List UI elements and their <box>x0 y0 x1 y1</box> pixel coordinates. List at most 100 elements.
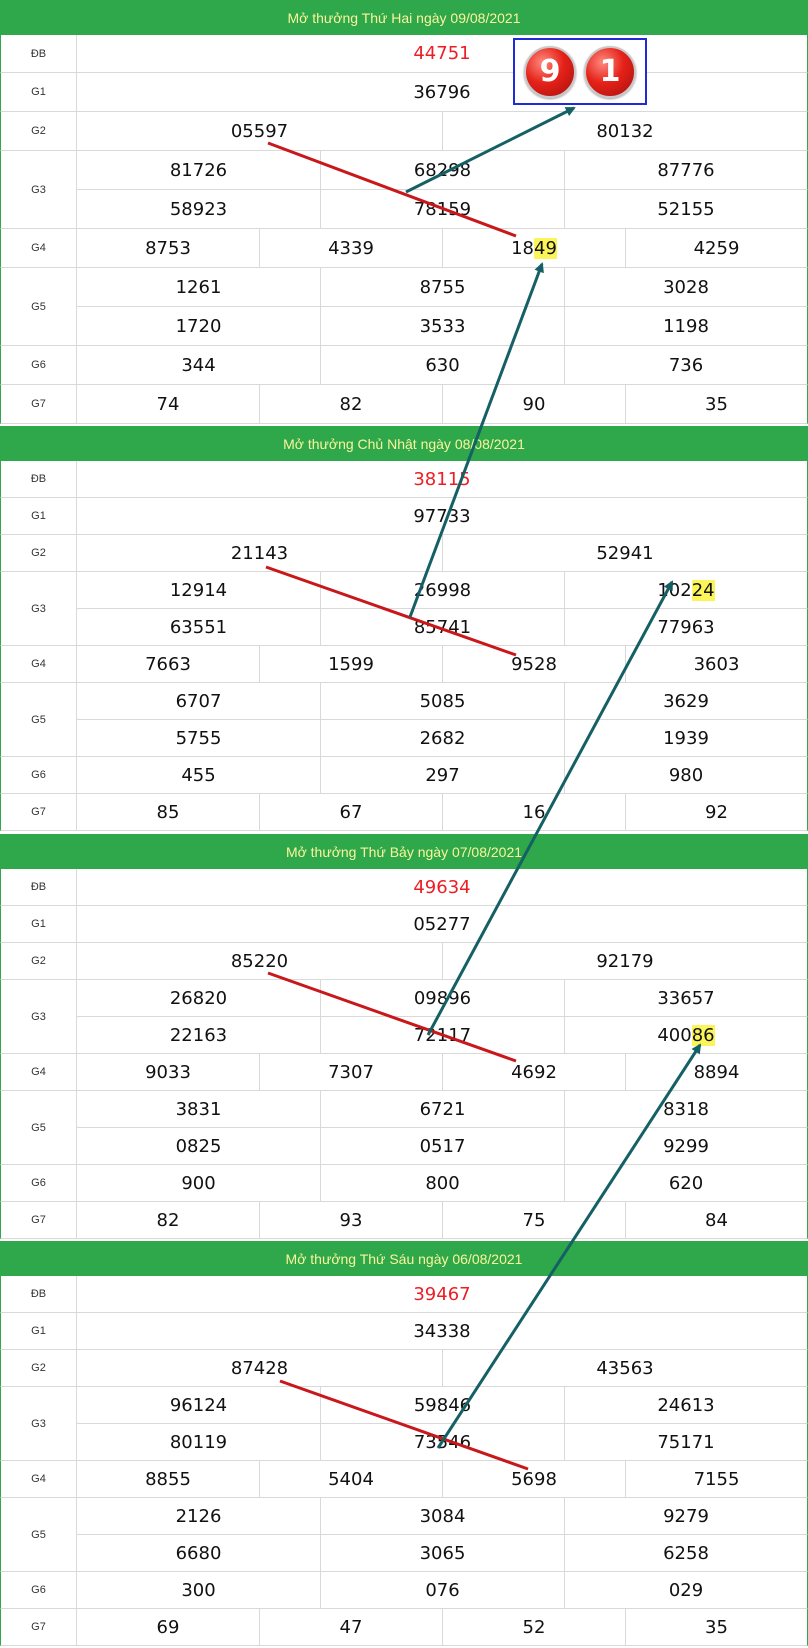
prize-label: G2 <box>0 943 76 980</box>
prize-label: G6 <box>0 1572 76 1609</box>
prize-number: 9528 <box>442 646 625 683</box>
prize-number: 029 <box>564 1572 808 1609</box>
prize-number: 6258 <box>564 1535 808 1572</box>
prize-number: 24613 <box>564 1387 808 1424</box>
prize-label: G2 <box>0 112 76 151</box>
prize-number: 92179 <box>442 943 808 980</box>
prize-number: 4259 <box>625 229 808 268</box>
prize-label: G3 <box>0 572 76 646</box>
prize-number: 102 24 <box>564 572 808 609</box>
prize-label: G7 <box>0 1609 76 1646</box>
prize-number: 16 <box>442 794 625 831</box>
prize-label: G2 <box>0 1350 76 1387</box>
prize-label: G4 <box>0 1054 76 1091</box>
prize-number: 96124 <box>76 1387 320 1424</box>
prize-number: 3629 <box>564 683 808 720</box>
prize-number: 87428 <box>76 1350 442 1387</box>
prize-number: 8855 <box>76 1461 259 1498</box>
prize-number: 7663 <box>76 646 259 683</box>
prize-label: G5 <box>0 1498 76 1572</box>
highlighted-digits: 86 <box>692 1025 715 1046</box>
prize-number: 4692 <box>442 1054 625 1091</box>
prize-number: 8894 <box>625 1054 808 1091</box>
prize-number: 75171 <box>564 1424 808 1461</box>
prize-label: G6 <box>0 1165 76 1202</box>
prize-number: 5755 <box>76 720 320 757</box>
prize-label: G4 <box>0 229 76 268</box>
prize-label: G1 <box>0 906 76 943</box>
prize-label: G4 <box>0 646 76 683</box>
prize-number: 5085 <box>320 683 564 720</box>
prize-number: 52 <box>442 1609 625 1646</box>
prize-number: 35 <box>625 385 808 424</box>
prize-number: 26820 <box>76 980 320 1017</box>
prize-number: 297 <box>320 757 564 794</box>
prize-number: 9279 <box>564 1498 808 1535</box>
prize-number: 09896 <box>320 980 564 1017</box>
prize-number: 2682 <box>320 720 564 757</box>
prize-number: 6707 <box>76 683 320 720</box>
prize-number: 900 <box>76 1165 320 1202</box>
special-prize-number: 44751 <box>76 35 808 73</box>
prize-number: 1939 <box>564 720 808 757</box>
prize-number: 7155 <box>625 1461 808 1498</box>
prize-number: 455 <box>76 757 320 794</box>
prize-label: ĐB <box>0 869 76 906</box>
prize-label: G5 <box>0 683 76 757</box>
prize-number: 52941 <box>442 535 808 572</box>
prize-number: 1720 <box>76 307 320 346</box>
prize-number: 72117 <box>320 1017 564 1054</box>
prize-number: 84 <box>625 1202 808 1239</box>
prize-number: 0825 <box>76 1128 320 1165</box>
special-prize-number: 39467 <box>76 1276 808 1313</box>
prize-number: 80119 <box>76 1424 320 1461</box>
prize-number: 63551 <box>76 609 320 646</box>
prize-label: G3 <box>0 980 76 1054</box>
prize-label: G7 <box>0 1202 76 1239</box>
prize-number: 52155 <box>564 190 808 229</box>
prize-number: 12914 <box>76 572 320 609</box>
prize-number: 9033 <box>76 1054 259 1091</box>
prize-number: 8318 <box>564 1091 808 1128</box>
day-header: Mở thưởng Thứ Sáu ngày 06/08/2021 <box>0 1241 808 1276</box>
prize-number: 1198 <box>564 307 808 346</box>
prize-label: G4 <box>0 1461 76 1498</box>
prize-number: 05277 <box>76 906 808 943</box>
prize-number: 85220 <box>76 943 442 980</box>
prize-label: G1 <box>0 498 76 535</box>
prize-number: 69 <box>76 1609 259 1646</box>
prize-number: 8755 <box>320 268 564 307</box>
day-header: Mở thưởng Chủ Nhật ngày 08/08/2021 <box>0 426 808 461</box>
prize-label: G5 <box>0 268 76 346</box>
prize-label: G2 <box>0 535 76 572</box>
prize-number: 47 <box>259 1609 442 1646</box>
prize-number: 43563 <box>442 1350 808 1387</box>
prize-number: 85 <box>76 794 259 831</box>
prize-number: 22163 <box>76 1017 320 1054</box>
prize-number: 076 <box>320 1572 564 1609</box>
prize-number: 5404 <box>259 1461 442 1498</box>
prize-number: 36796 <box>76 73 808 112</box>
special-prize-number: 38115 <box>76 461 808 498</box>
prize-number: 21143 <box>76 535 442 572</box>
prize-number: 3028 <box>564 268 808 307</box>
prize-number: 400 86 <box>564 1017 808 1054</box>
prize-number: 93 <box>259 1202 442 1239</box>
prize-number: 05597 <box>76 112 442 151</box>
prize-label: ĐB <box>0 461 76 498</box>
number-prefix: 400 <box>657 1025 691 1046</box>
prize-number: 7307 <box>259 1054 442 1091</box>
prize-number: 3603 <box>625 646 808 683</box>
prize-label: G6 <box>0 346 76 385</box>
prize-number: 6680 <box>76 1535 320 1572</box>
prize-label: G1 <box>0 73 76 112</box>
prize-label: G5 <box>0 1091 76 1165</box>
prize-number: 78159 <box>320 190 564 229</box>
prize-label: ĐB <box>0 1276 76 1313</box>
prize-number: 92 <box>625 794 808 831</box>
day-header: Mở thưởng Thứ Hai ngày 09/08/2021 <box>0 0 808 35</box>
prize-number: 3065 <box>320 1535 564 1572</box>
prize-number: 4339 <box>259 229 442 268</box>
highlighted-digits: 24 <box>692 580 715 601</box>
